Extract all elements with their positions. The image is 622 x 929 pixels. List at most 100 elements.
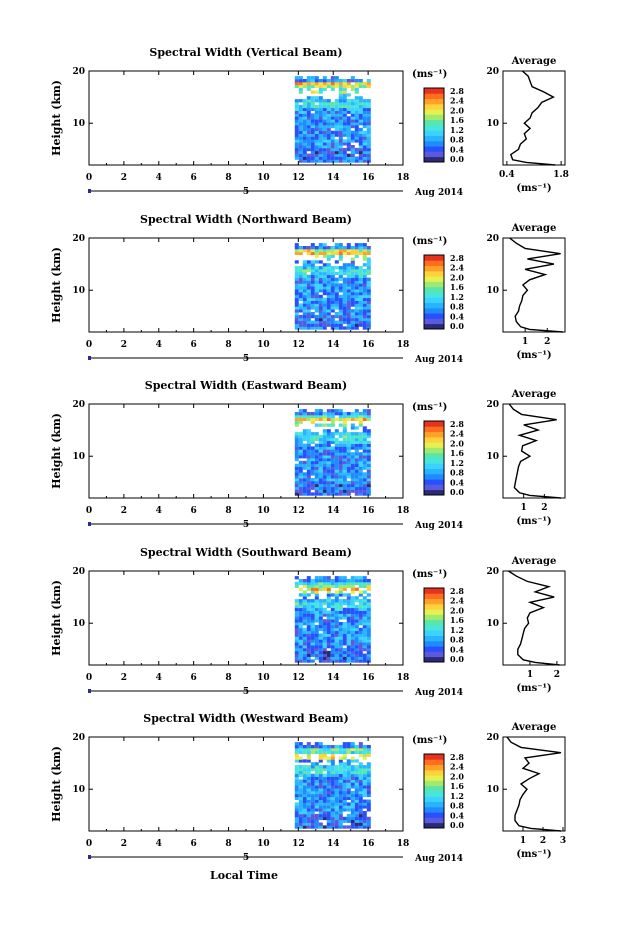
average-title: Average <box>511 722 557 733</box>
heatmap-cell <box>310 147 315 152</box>
average-x-label: (ms⁻¹) <box>516 516 551 527</box>
heatmap-cell <box>306 627 311 632</box>
heatmap-cell <box>362 622 367 626</box>
heatmap-cell <box>346 457 351 462</box>
heatmap-cell <box>310 642 315 646</box>
heatmap-cell <box>294 782 299 786</box>
heatmap-cell <box>318 639 323 643</box>
heatmap-cell <box>318 317 323 322</box>
heatmap-cell <box>314 414 319 419</box>
heatmap-cell <box>334 153 339 157</box>
heatmap-cell <box>322 452 327 456</box>
heatmap-cell <box>342 599 347 603</box>
heatmap-cell <box>314 326 319 330</box>
colorbar: (ms⁻¹)0.00.40.81.21.62.02.42.8 <box>412 735 464 830</box>
heatmap-cell <box>302 156 307 160</box>
heatmap-cell <box>310 84 315 88</box>
heatmap-cell <box>362 139 367 143</box>
heatmap-cell <box>310 104 315 109</box>
heatmap-cell <box>338 816 343 821</box>
heatmap-cell <box>322 785 327 789</box>
heatmap-cell <box>350 653 355 657</box>
heatmap-cell <box>330 581 335 586</box>
heatmap-cell <box>350 309 355 313</box>
heatmap-cell <box>302 630 307 634</box>
heatmap-cell <box>294 633 299 637</box>
heatmap-cell <box>310 280 315 284</box>
heatmap-cell <box>326 788 331 792</box>
average-y-tick-label: 10 <box>486 119 499 129</box>
heatmap-cell <box>334 469 339 473</box>
heatmap-cell <box>366 320 371 324</box>
heatmap-cell <box>338 409 343 413</box>
heatmap-cell <box>306 802 311 806</box>
heatmap-cell <box>354 248 359 253</box>
heatmap-cell <box>330 480 335 485</box>
heatmap-cell <box>350 767 355 772</box>
heatmap-cell <box>346 300 351 304</box>
heatmap-cell <box>354 813 359 818</box>
heatmap-cell <box>314 432 319 436</box>
heatmap-cell <box>346 765 351 769</box>
heatmap-cell <box>310 268 315 273</box>
colorbar-swatch <box>424 822 444 829</box>
heatmap-cell <box>346 326 351 330</box>
heatmap-cell <box>358 480 363 485</box>
heatmap-cell <box>322 642 327 646</box>
heatmap-cell <box>338 799 343 803</box>
heatmap-cell <box>318 619 323 623</box>
heatmap-cell <box>366 119 371 123</box>
heatmap-cell <box>342 805 347 809</box>
heatmap-cell <box>314 793 319 798</box>
heatmap-cell <box>362 297 367 301</box>
heatmap-cell <box>354 289 359 293</box>
x-tick-label: 18 <box>397 673 410 683</box>
colorbar-swatch <box>424 125 444 131</box>
heatmap-cell <box>314 142 319 146</box>
heatmap-cell <box>314 90 319 94</box>
heatmap-cell <box>334 104 339 109</box>
heatmap-cell <box>354 645 359 649</box>
heatmap-cell <box>346 277 351 281</box>
heatmap-cell <box>318 773 323 777</box>
heatmap-cell <box>302 782 307 786</box>
heatmap-cell <box>366 113 371 117</box>
heatmap-cell <box>350 590 355 594</box>
heatmap-cell <box>330 409 335 413</box>
heatmap-cell <box>334 110 339 114</box>
heatmap-cell <box>362 793 367 798</box>
heatmap-cell <box>362 616 367 620</box>
heatmap-cell <box>366 417 371 421</box>
heatmap-cell <box>306 659 311 663</box>
heatmap-cell <box>298 790 303 795</box>
heatmap-cell <box>298 483 303 488</box>
heatmap-cell <box>294 417 299 421</box>
heatmap-cell <box>302 633 307 637</box>
heatmap-cell <box>314 119 319 123</box>
heatmap-cell <box>350 291 355 296</box>
average-frame <box>502 570 566 666</box>
heatmap-cell <box>330 599 335 603</box>
heatmap-cell <box>358 489 363 493</box>
colorbar-tick-label: 1.2 <box>450 458 464 468</box>
colorbar-unit: (ms⁻¹) <box>412 236 447 247</box>
heatmap-cell <box>362 243 367 247</box>
heatmap-cell <box>306 756 311 760</box>
heatmap-cell <box>342 593 347 597</box>
heatmap-cell <box>310 793 315 798</box>
heatmap-cell <box>362 773 367 777</box>
heatmap-cell <box>314 127 319 132</box>
heatmap-cell <box>334 76 339 80</box>
heatmap-cell <box>298 653 303 657</box>
heatmap-cell <box>346 266 351 270</box>
heatmap-cell <box>298 822 303 826</box>
heatmap-cell <box>302 599 307 603</box>
heatmap-cell <box>322 113 327 117</box>
date-marker: 5 <box>243 853 249 863</box>
heatmap-cell <box>294 656 299 660</box>
heatmap-cell <box>298 581 303 586</box>
heatmap-cell <box>306 99 311 103</box>
colorbar-tick-label: 1.6 <box>450 282 464 292</box>
heatmap-cell <box>314 604 319 609</box>
heatmap-cell <box>294 811 299 815</box>
